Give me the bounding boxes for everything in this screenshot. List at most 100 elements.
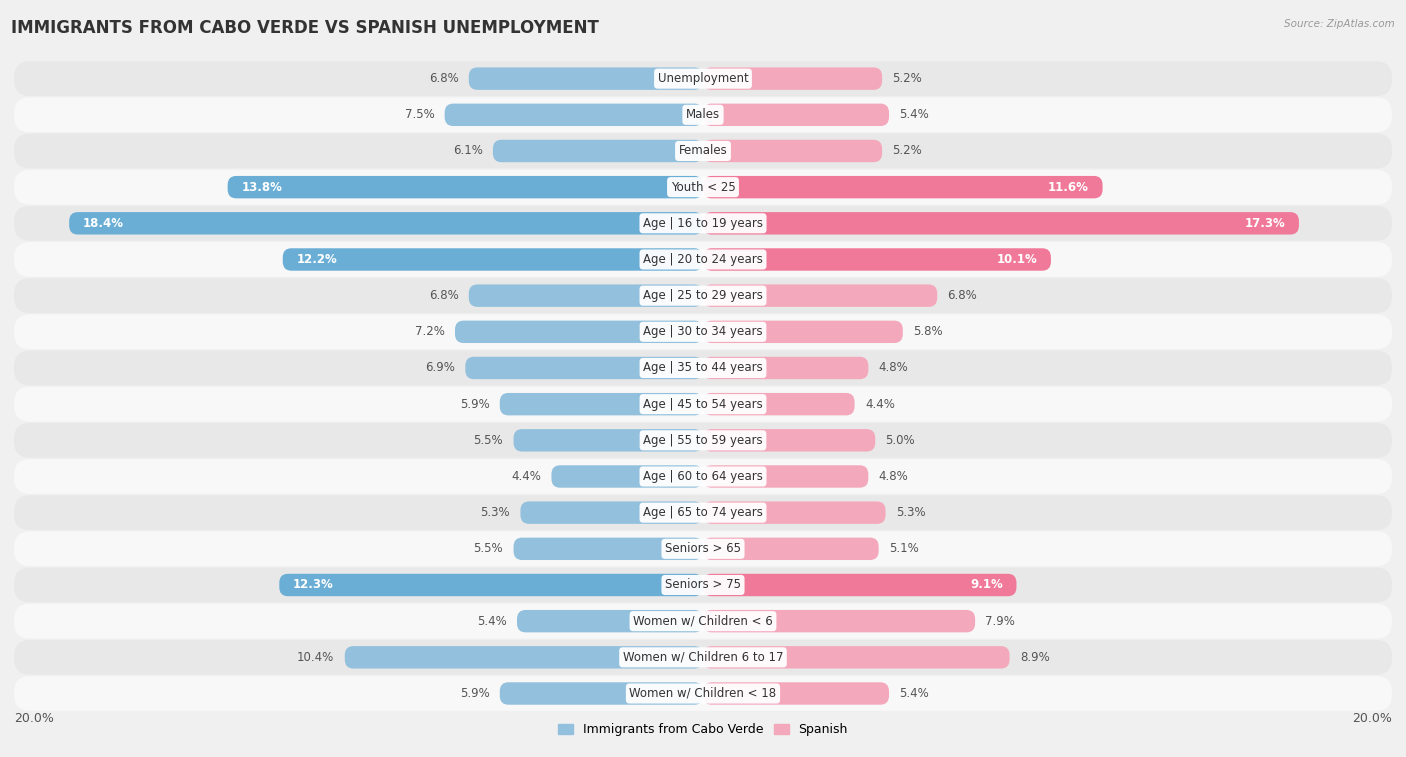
Text: Age | 60 to 64 years: Age | 60 to 64 years xyxy=(643,470,763,483)
Text: 18.4%: 18.4% xyxy=(83,217,124,230)
FancyBboxPatch shape xyxy=(456,321,703,343)
FancyBboxPatch shape xyxy=(344,646,703,668)
Text: Women w/ Children < 18: Women w/ Children < 18 xyxy=(630,687,776,700)
Text: 17.3%: 17.3% xyxy=(1244,217,1285,230)
Text: Youth < 25: Youth < 25 xyxy=(671,181,735,194)
Text: 5.5%: 5.5% xyxy=(474,434,503,447)
Text: 20.0%: 20.0% xyxy=(14,712,53,724)
FancyBboxPatch shape xyxy=(14,604,1392,638)
FancyBboxPatch shape xyxy=(468,67,703,90)
Text: 6.1%: 6.1% xyxy=(453,145,482,157)
FancyBboxPatch shape xyxy=(465,357,703,379)
FancyBboxPatch shape xyxy=(14,61,1392,96)
Text: 5.3%: 5.3% xyxy=(481,506,510,519)
Text: 11.6%: 11.6% xyxy=(1047,181,1088,194)
FancyBboxPatch shape xyxy=(703,646,1010,668)
Text: 12.3%: 12.3% xyxy=(292,578,333,591)
FancyBboxPatch shape xyxy=(517,610,703,632)
FancyBboxPatch shape xyxy=(703,501,886,524)
Text: Age | 30 to 34 years: Age | 30 to 34 years xyxy=(643,326,763,338)
Text: 4.4%: 4.4% xyxy=(512,470,541,483)
Text: Women w/ Children < 6: Women w/ Children < 6 xyxy=(633,615,773,628)
Text: 9.1%: 9.1% xyxy=(970,578,1002,591)
Text: 4.8%: 4.8% xyxy=(879,470,908,483)
FancyBboxPatch shape xyxy=(69,212,703,235)
FancyBboxPatch shape xyxy=(14,170,1392,204)
FancyBboxPatch shape xyxy=(14,350,1392,385)
Text: 5.8%: 5.8% xyxy=(912,326,943,338)
FancyBboxPatch shape xyxy=(703,429,875,451)
Text: 4.4%: 4.4% xyxy=(865,397,894,410)
FancyBboxPatch shape xyxy=(703,140,882,162)
Text: 7.5%: 7.5% xyxy=(405,108,434,121)
Text: Females: Females xyxy=(679,145,727,157)
Text: 6.8%: 6.8% xyxy=(429,72,458,85)
Text: Women w/ Children 6 to 17: Women w/ Children 6 to 17 xyxy=(623,651,783,664)
Text: 5.2%: 5.2% xyxy=(893,145,922,157)
Text: 13.8%: 13.8% xyxy=(242,181,283,194)
FancyBboxPatch shape xyxy=(14,387,1392,422)
Text: Age | 16 to 19 years: Age | 16 to 19 years xyxy=(643,217,763,230)
FancyBboxPatch shape xyxy=(14,495,1392,530)
Text: Unemployment: Unemployment xyxy=(658,72,748,85)
Text: 5.4%: 5.4% xyxy=(900,108,929,121)
Text: Age | 65 to 74 years: Age | 65 to 74 years xyxy=(643,506,763,519)
FancyBboxPatch shape xyxy=(14,279,1392,313)
Text: 20.0%: 20.0% xyxy=(1353,712,1392,724)
Text: 4.8%: 4.8% xyxy=(879,362,908,375)
Text: 5.9%: 5.9% xyxy=(460,397,489,410)
FancyBboxPatch shape xyxy=(494,140,703,162)
Text: 6.8%: 6.8% xyxy=(429,289,458,302)
FancyBboxPatch shape xyxy=(14,242,1392,277)
Text: Age | 45 to 54 years: Age | 45 to 54 years xyxy=(643,397,763,410)
Text: 5.2%: 5.2% xyxy=(893,72,922,85)
FancyBboxPatch shape xyxy=(14,531,1392,566)
Text: 7.2%: 7.2% xyxy=(415,326,444,338)
FancyBboxPatch shape xyxy=(551,466,703,488)
Text: 5.4%: 5.4% xyxy=(477,615,506,628)
Text: Source: ZipAtlas.com: Source: ZipAtlas.com xyxy=(1284,19,1395,29)
Text: 8.9%: 8.9% xyxy=(1019,651,1050,664)
Text: Age | 35 to 44 years: Age | 35 to 44 years xyxy=(643,362,763,375)
FancyBboxPatch shape xyxy=(703,574,1017,597)
FancyBboxPatch shape xyxy=(499,393,703,416)
Text: Males: Males xyxy=(686,108,720,121)
FancyBboxPatch shape xyxy=(703,610,976,632)
Text: 5.3%: 5.3% xyxy=(896,506,925,519)
FancyBboxPatch shape xyxy=(14,640,1392,674)
FancyBboxPatch shape xyxy=(499,682,703,705)
FancyBboxPatch shape xyxy=(14,206,1392,241)
Text: Age | 25 to 29 years: Age | 25 to 29 years xyxy=(643,289,763,302)
FancyBboxPatch shape xyxy=(14,459,1392,494)
Text: 7.9%: 7.9% xyxy=(986,615,1015,628)
FancyBboxPatch shape xyxy=(703,248,1050,271)
Text: 12.2%: 12.2% xyxy=(297,253,337,266)
FancyBboxPatch shape xyxy=(280,574,703,597)
Text: 10.1%: 10.1% xyxy=(997,253,1038,266)
Text: 10.4%: 10.4% xyxy=(297,651,335,664)
FancyBboxPatch shape xyxy=(14,423,1392,458)
FancyBboxPatch shape xyxy=(703,321,903,343)
Text: 6.9%: 6.9% xyxy=(425,362,456,375)
Text: 5.9%: 5.9% xyxy=(460,687,489,700)
Text: 5.5%: 5.5% xyxy=(474,542,503,556)
FancyBboxPatch shape xyxy=(703,176,1102,198)
Legend: Immigrants from Cabo Verde, Spanish: Immigrants from Cabo Verde, Spanish xyxy=(553,718,853,741)
FancyBboxPatch shape xyxy=(283,248,703,271)
FancyBboxPatch shape xyxy=(703,104,889,126)
FancyBboxPatch shape xyxy=(703,466,869,488)
FancyBboxPatch shape xyxy=(14,676,1392,711)
Text: 5.0%: 5.0% xyxy=(886,434,915,447)
FancyBboxPatch shape xyxy=(703,357,869,379)
FancyBboxPatch shape xyxy=(513,537,703,560)
Text: Seniors > 75: Seniors > 75 xyxy=(665,578,741,591)
FancyBboxPatch shape xyxy=(520,501,703,524)
FancyBboxPatch shape xyxy=(468,285,703,307)
FancyBboxPatch shape xyxy=(703,537,879,560)
FancyBboxPatch shape xyxy=(14,568,1392,603)
Text: 5.1%: 5.1% xyxy=(889,542,918,556)
FancyBboxPatch shape xyxy=(14,314,1392,349)
FancyBboxPatch shape xyxy=(14,134,1392,168)
FancyBboxPatch shape xyxy=(703,285,938,307)
Text: Age | 55 to 59 years: Age | 55 to 59 years xyxy=(643,434,763,447)
